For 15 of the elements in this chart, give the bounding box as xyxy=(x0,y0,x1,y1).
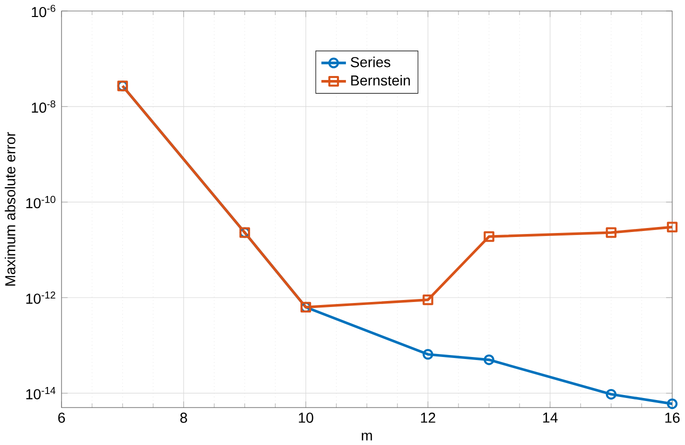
x-tick-label: 14 xyxy=(543,412,558,422)
y-tick-label: 10$^{-6}$ xyxy=(32,4,56,18)
y-axis-title: Maximum absolute error xyxy=(4,132,16,286)
y-tick-label: 10$^{-14}$ xyxy=(26,386,56,400)
x-tick-label: 6 xyxy=(58,412,65,423)
y-tick-label: 10$^{-12}$ xyxy=(26,291,56,304)
legend-label: Bernstein xyxy=(351,74,410,86)
x-tick-label: 10 xyxy=(298,412,314,423)
x-tick-label: 16 xyxy=(665,412,680,423)
x-axis-title: m xyxy=(362,432,372,440)
y-tick-label: 10$^{-8}$ xyxy=(32,100,56,113)
legend-label: Series xyxy=(350,56,390,68)
y-tick-label: 10$^{-10}$ xyxy=(26,196,56,208)
x-tick-label: 12 xyxy=(421,412,436,423)
x-tick-label: 8 xyxy=(180,412,188,423)
